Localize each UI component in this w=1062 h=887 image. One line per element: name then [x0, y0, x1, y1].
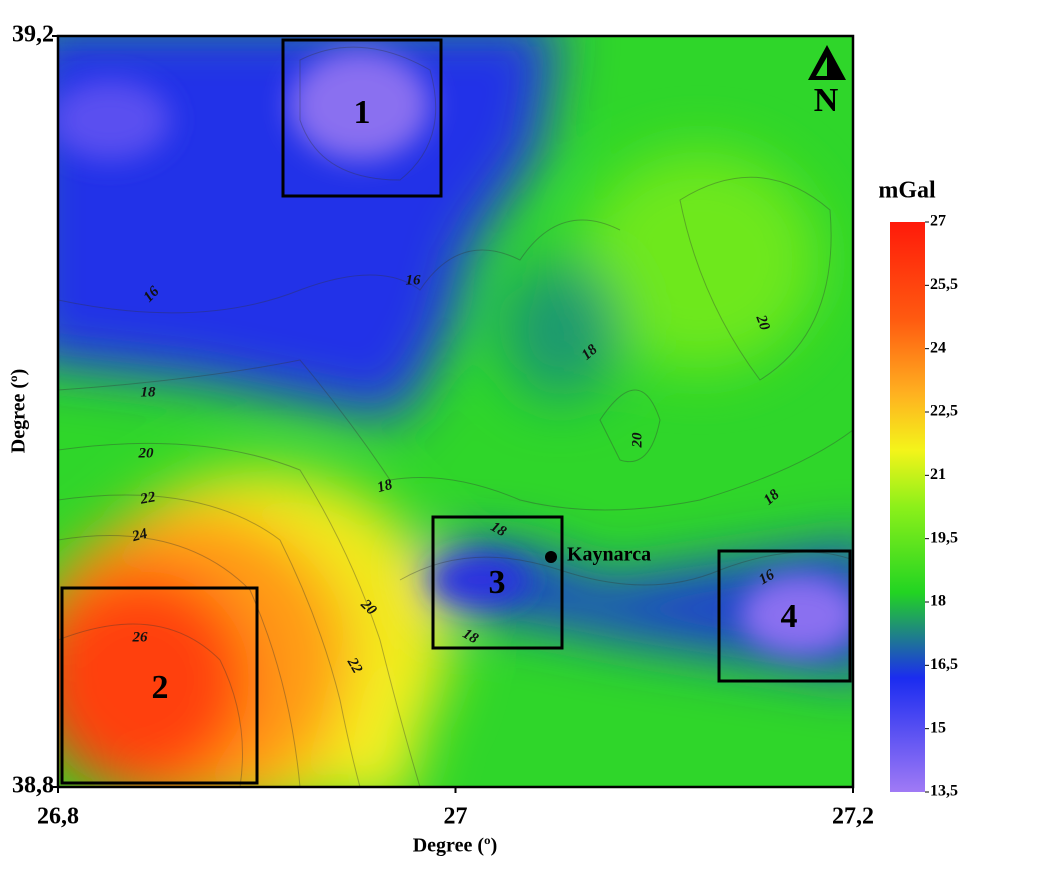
colorbar-tick-label: 13,5: [930, 783, 958, 800]
area-label: 1: [354, 94, 371, 131]
colorbar-tick-label: 22,5: [930, 403, 958, 420]
y-axis-label: Degree (º): [8, 369, 30, 454]
x-tick-label: 26,8: [37, 804, 79, 830]
study-areas: [60, 38, 852, 785]
contour-label: 22: [343, 654, 365, 676]
site-marker: [545, 551, 557, 563]
colorbar: [890, 222, 925, 792]
contour-label: 22: [138, 489, 157, 508]
contour-label: 24: [130, 526, 150, 546]
colorbar-tick-label: 25,5: [930, 276, 958, 293]
contour-label: 18: [376, 477, 395, 496]
area-box: [717, 549, 852, 683]
area-label: 3: [489, 564, 506, 601]
y-tick-label: 38,8: [12, 773, 54, 799]
contour-label: 20: [629, 432, 645, 449]
gravity-field: [58, 36, 853, 787]
contour-label: 20: [138, 445, 155, 461]
contour-label: 20: [752, 312, 773, 333]
area-box: [431, 515, 564, 650]
colorbar-tick-label: 19,5: [930, 529, 958, 546]
contour-label: 16: [406, 272, 422, 288]
site-label: Kaynarca: [567, 544, 651, 566]
colorbar-tick-label: 21: [930, 466, 946, 483]
north-arrow: [808, 45, 846, 80]
north-label: N: [814, 82, 839, 119]
colorbar-tick-label: 18: [930, 593, 946, 610]
y-tick-label: 39,2: [12, 22, 54, 48]
x-axis-label: Degree (º): [413, 835, 498, 857]
x-tick-label: 27,2: [832, 804, 874, 830]
colorbar-tick-label: 15: [930, 719, 946, 736]
area-box: [281, 38, 443, 198]
colorbar-tick-label: 16,5: [930, 656, 958, 673]
x-tick-label: 27: [444, 804, 468, 830]
contour-label: 18: [141, 384, 157, 400]
colorbar-tick-label: 27: [930, 213, 946, 230]
area-label: 4: [781, 598, 798, 635]
contour-label: 26: [132, 629, 149, 645]
area-box: [60, 586, 259, 785]
colorbar-title: mGal: [878, 178, 936, 204]
area-label: 2: [152, 669, 169, 706]
colorbar-tick-label: 24: [930, 339, 946, 356]
